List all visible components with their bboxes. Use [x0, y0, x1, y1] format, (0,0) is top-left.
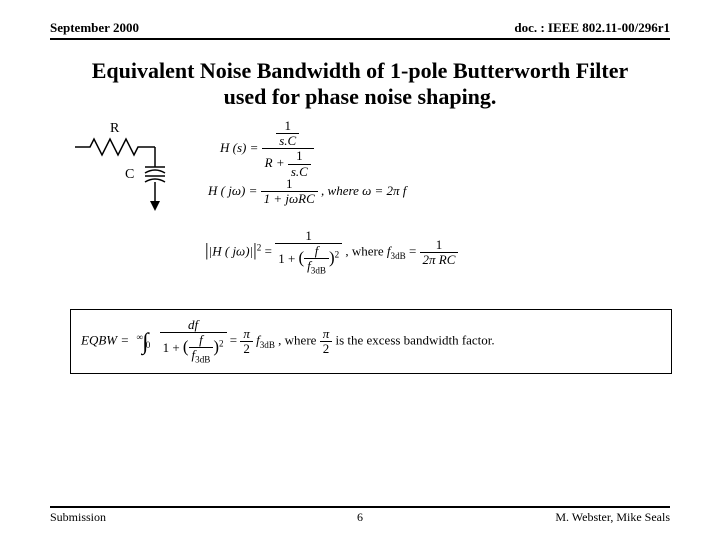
- eq2-num: 1: [261, 177, 318, 192]
- eq3-where-3db: 3dB: [391, 251, 406, 261]
- eq2-den: 1 + jωRC: [261, 192, 318, 206]
- footer-authors: M. Webster, Mike Seals: [555, 510, 670, 525]
- eq4-den-1: 1 +: [163, 340, 180, 355]
- eq4-r-3db: 3dB: [260, 340, 275, 350]
- eq2-where: , where ω = 2π f: [321, 183, 406, 198]
- eq4-eq2: =: [230, 332, 237, 347]
- eq4-num: df: [160, 318, 227, 333]
- eq4-int-top: ∞: [136, 332, 142, 342]
- eq1-den-num: 1: [288, 149, 311, 164]
- eq4-lhs: EQBW =: [81, 332, 129, 347]
- footer-page-number: 6: [357, 510, 363, 525]
- eq3-eq: =: [265, 243, 272, 258]
- eq4-w-den: 2: [320, 342, 333, 356]
- footer-left: Submission: [50, 510, 106, 525]
- eq1-num-sc: s.C: [276, 134, 299, 148]
- page-footer: Submission 6 M. Webster, Mike Seals: [50, 506, 670, 525]
- eq3-where-eq: =: [409, 243, 416, 258]
- eq3-where-den: 2π RC: [420, 253, 459, 267]
- page-title: Equivalent Noise Bandwidth of 1-pole But…: [70, 58, 650, 111]
- equation-eqbw-box: EQBW = ∞ ∫ 0 df 1 + ( f f3dB )2 = π 2: [70, 309, 672, 374]
- eq3-exp: 2: [257, 242, 262, 252]
- eq2-lhs: H ( jω) =: [208, 183, 257, 198]
- eq3-den-f: f: [304, 244, 329, 259]
- eq3-where-pre: , where: [345, 243, 387, 258]
- eq1-lhs: H (s) =: [220, 140, 258, 155]
- eq3-where-num: 1: [420, 238, 459, 253]
- eq4-den-f: f: [189, 333, 214, 348]
- header-doc-id: doc. : IEEE 802.11-00/296r1: [514, 20, 670, 36]
- eq4-int-bot: 0: [146, 340, 151, 350]
- equation-mag-sq: ||H ( jω)||2 = 1 1 + ( f f3dB )2 , where…: [205, 229, 605, 276]
- content-area: R C H (s) = 1 s.C: [50, 119, 670, 449]
- page-header: September 2000 doc. : IEEE 802.11-00/296…: [50, 20, 670, 40]
- eq4-where: , where: [278, 332, 316, 347]
- eq4-tail: is the excess bandwidth factor.: [335, 332, 494, 347]
- eq3-den-1: 1 +: [278, 251, 295, 266]
- equation-hs: H (s) = 1 s.C R + 1 s.C: [220, 119, 400, 179]
- equation-hjw: H ( jω) = 1 1 + jωRC , where ω = 2π f: [208, 177, 548, 207]
- eq1-num-1: 1: [276, 119, 299, 134]
- header-date: September 2000: [50, 20, 139, 36]
- eq4-w-num: π: [320, 327, 333, 342]
- eq4-den-exp: 2: [219, 339, 224, 349]
- eq4-r-num: π: [240, 327, 253, 342]
- rc-circuit-diagram: [70, 129, 190, 219]
- eq3-den-exp: 2: [335, 250, 340, 260]
- eq1-den-r: R +: [265, 155, 285, 170]
- eq3-num: 1: [275, 229, 342, 244]
- eq3-lhs: |H ( jω)|: [209, 243, 253, 258]
- eq4-r-den: 2: [240, 342, 253, 356]
- eq3-den-3db: 3dB: [311, 266, 326, 276]
- eq4-den-3db: 3dB: [195, 355, 210, 365]
